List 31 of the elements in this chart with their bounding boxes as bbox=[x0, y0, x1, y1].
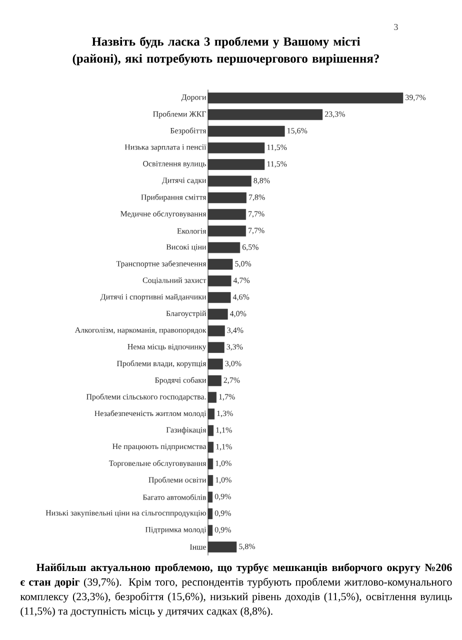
bar bbox=[208, 308, 228, 320]
bar bbox=[208, 292, 231, 303]
bar bbox=[208, 209, 246, 220]
chart-title: Назвіть будь ласка 3 проблеми у Вашому місті (районі), які потребують першочергового вирішення? bbox=[72, 36, 379, 66]
bar bbox=[208, 542, 237, 552]
bar bbox=[208, 408, 215, 420]
bar bbox=[208, 126, 285, 137]
bar bbox=[208, 142, 265, 154]
text: 3 bbox=[394, 24, 398, 30]
bar bbox=[208, 242, 240, 254]
bar bbox=[208, 258, 233, 270]
bar bbox=[208, 342, 224, 353]
bar bbox=[208, 492, 213, 503]
bar bbox=[208, 524, 213, 536]
bar bbox=[208, 176, 252, 187]
bar bbox=[208, 325, 225, 336]
bar bbox=[208, 425, 214, 436]
bar bbox=[208, 276, 232, 286]
bar bbox=[208, 226, 246, 236]
bar bbox=[208, 92, 404, 104]
bar bbox=[208, 358, 223, 370]
text: Найбільш актуальною проблемою, що турбує мешканців виборчого округу №206 є стан доріг (39,7%). Крім того, респондентів турбують проблеми житлово-комунального комплексу (23,3%), безробіття (15,6%), низький рівень доходів (11,5%), освітлення вулиць (11,5%) та доступність місць у дитячих садках (8,8%). bbox=[20, 563, 452, 618]
bar bbox=[208, 375, 222, 386]
bar bbox=[208, 392, 216, 403]
bar bbox=[208, 475, 214, 486]
bar bbox=[208, 508, 213, 520]
bar bbox=[208, 109, 323, 120]
bar bbox=[208, 458, 214, 470]
bar bbox=[208, 442, 214, 453]
bar bbox=[208, 192, 246, 204]
bar bbox=[208, 159, 265, 170]
